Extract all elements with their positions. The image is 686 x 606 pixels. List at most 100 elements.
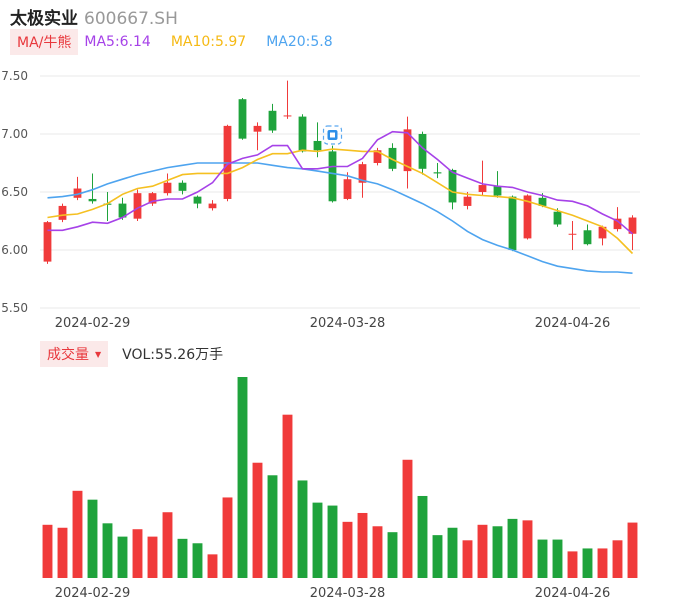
ma10-line: [47, 148, 634, 255]
ma20-legend: MA20:5.8: [266, 34, 333, 50]
candle-body: [283, 115, 292, 117]
ma5-line: [47, 130, 634, 235]
volume-bar: [597, 548, 608, 578]
candle-body: [403, 129, 412, 172]
candle-body: [253, 125, 262, 132]
candle: [73, 176, 82, 201]
volume-legend: 成交量 ▼ VOL:55.26万手: [40, 341, 223, 367]
volume-bar: [447, 527, 458, 578]
candle: [103, 192, 112, 221]
candle: [118, 197, 127, 220]
volume-bar: [102, 523, 113, 578]
ma-legend: MA/牛熊 MA5:6.14 MA10:5.97 MA20:5.8: [10, 29, 353, 55]
volume-bar: [522, 520, 533, 578]
volume-bar: [312, 502, 323, 578]
candle-body: [118, 203, 127, 218]
volume-bar: [492, 526, 503, 578]
y-tick-label: 7.50: [1, 69, 28, 83]
candle-body: [88, 198, 97, 202]
candle-body: [598, 226, 607, 239]
volume-bar: [252, 462, 263, 578]
volume-indicator-tag[interactable]: 成交量 ▼: [40, 341, 109, 367]
volume-bar: [417, 495, 428, 578]
volume-bar: [342, 521, 353, 578]
candle: [613, 207, 622, 232]
candle: [583, 224, 592, 246]
candle-body: [193, 196, 202, 204]
volume-value: VOL:55.26万手: [122, 347, 224, 363]
candle: [283, 80, 292, 119]
candle-body: [358, 164, 367, 183]
candle: [508, 195, 517, 252]
candle: [88, 173, 97, 204]
candle-body: [583, 230, 592, 245]
stock-name: 太极实业: [10, 9, 78, 29]
y-tick-label: 6.50: [1, 185, 28, 199]
volume-tag-label: 成交量: [47, 347, 89, 363]
candle: [568, 221, 577, 250]
candle: [373, 147, 382, 166]
candle-body: [478, 185, 487, 192]
marker-dot: [330, 132, 335, 138]
candle: [148, 192, 157, 206]
candlestick-series: [43, 80, 637, 264]
volume-bar: [42, 524, 53, 578]
volume-bar: [237, 377, 248, 578]
candle-body: [613, 218, 622, 230]
caret-down-icon: ▼: [95, 349, 102, 359]
y-tick-label: 6.00: [1, 243, 28, 257]
candle-body: [148, 193, 157, 204]
volume-bar: [462, 540, 473, 578]
candle-body: [388, 147, 397, 169]
volume-bar: [432, 535, 443, 578]
x-tick-label: 2024-03-28: [310, 586, 386, 601]
candle: [478, 160, 487, 196]
volume-bar: [87, 499, 98, 578]
candle-body: [373, 150, 382, 163]
price-y-axis: 7.50 7.00 6.50 6.00 5.50: [1, 69, 28, 315]
candle-body: [538, 197, 547, 206]
volume-bar: [117, 536, 128, 578]
volume-x-axis: 2024-02-29 2024-03-28 2024-04-26: [55, 586, 611, 601]
candle-body: [238, 99, 247, 139]
x-tick-label: 2024-02-29: [55, 586, 131, 601]
candle-body: [313, 140, 322, 151]
candle-body: [463, 196, 472, 206]
x-tick-label: 2024-02-29: [55, 316, 131, 331]
volume-bar: [537, 539, 548, 578]
candle: [208, 200, 217, 211]
candle-body: [163, 182, 172, 194]
marker-frame: [322, 125, 343, 145]
candle: [58, 203, 67, 223]
candle-body: [43, 222, 52, 262]
candle: [493, 171, 502, 198]
volume-bar: [507, 518, 518, 578]
candle: [238, 98, 247, 140]
moving-average-lines: [47, 130, 634, 274]
ma20-line: [47, 162, 633, 274]
candle: [343, 172, 352, 201]
candle-body: [568, 233, 577, 235]
candle-body: [553, 211, 562, 225]
x-tick-label: 2024-03-28: [310, 316, 386, 331]
stock-code: 600667.SH: [84, 9, 178, 29]
candle: [268, 103, 277, 133]
candle-body: [433, 172, 442, 174]
volume-bar: [282, 414, 293, 578]
x-tick-label: 2024-04-26: [535, 586, 611, 601]
volume-bar: [192, 543, 203, 578]
candle-body: [493, 186, 502, 196]
volume-bar: [612, 540, 623, 578]
volume-bar: [57, 527, 68, 578]
volume-bars: [42, 377, 638, 578]
volume-bar: [327, 505, 338, 578]
ma-indicator-tag[interactable]: MA/牛熊: [10, 29, 79, 55]
candle: [253, 122, 262, 151]
y-tick-label: 5.50: [1, 301, 28, 315]
volume-bar: [297, 480, 308, 578]
candle-body: [73, 188, 82, 198]
volume-bar: [132, 529, 143, 578]
y-tick-label: 7.00: [1, 127, 28, 141]
candle-body: [178, 182, 187, 191]
